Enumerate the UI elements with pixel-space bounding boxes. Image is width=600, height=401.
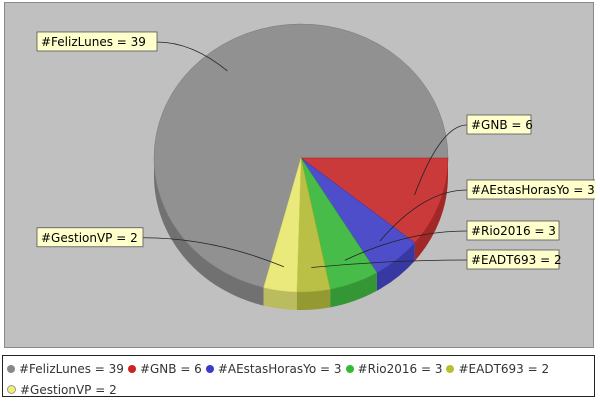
plot-area: #FelizLunes = 39 #GNB = 6 #AEstasHorasYo =… xyxy=(4,2,595,348)
legend-swatch-icon xyxy=(345,365,354,373)
legend-label: #AEstasHorasYo = 3 xyxy=(217,362,342,376)
legend-swatch-icon xyxy=(205,365,214,373)
legend-label: #GNB = 6 xyxy=(139,362,202,376)
pie-side-4 xyxy=(296,289,331,310)
pie-tops xyxy=(153,23,449,293)
leader-line-2 xyxy=(379,189,468,242)
leader-line-1 xyxy=(414,124,468,196)
legend-item-5: #GestionVP = 2 xyxy=(7,380,117,401)
leader-line-5 xyxy=(142,237,284,268)
label-box-3 xyxy=(466,220,560,241)
label-box-0 xyxy=(36,31,158,52)
legend-swatch-icon xyxy=(446,365,455,373)
legend: #FelizLunes = 39 #GNB = 6 #AEstasHorasYo =… xyxy=(2,355,595,397)
pie-side-0 xyxy=(154,158,264,306)
pie-side-5 xyxy=(263,287,297,310)
slice-label-3: #Rio2016 = 3 xyxy=(471,224,556,238)
legend-item-3: #Rio2016 = 3 xyxy=(345,359,443,380)
legend-label: #Rio2016 = 3 xyxy=(357,362,443,376)
leader-line-0 xyxy=(156,41,228,72)
legend-item-0: #FelizLunes = 39 xyxy=(7,359,124,380)
legend-item-4: #EADT693 = 2 xyxy=(446,359,549,380)
legend-item-2: #AEstasHorasYo = 3 xyxy=(205,359,342,380)
legend-label: #FelizLunes = 39 xyxy=(19,362,124,376)
legend-swatch-icon xyxy=(127,365,136,373)
slice-label-4: #EADT693 = 2 xyxy=(471,253,562,267)
pie-side-3 xyxy=(330,272,377,308)
label-box-5 xyxy=(36,227,144,248)
leader-line-3 xyxy=(344,230,468,261)
slice-label-0: #FelizLunes = 39 xyxy=(41,35,146,49)
label-box-4 xyxy=(466,249,560,270)
leader-line-4 xyxy=(311,259,468,268)
pie-slice-5[interactable] xyxy=(263,157,302,293)
legend-label: #GestionVP = 2 xyxy=(20,383,117,397)
pie-side-2 xyxy=(376,242,415,291)
label-box-1 xyxy=(466,114,532,135)
pie-slice-1[interactable] xyxy=(300,157,449,244)
slice-label-5: #GestionVP = 2 xyxy=(41,231,138,245)
legend-swatch-icon xyxy=(7,385,16,394)
legend-swatch-icon xyxy=(7,365,15,373)
pie-labels: #FelizLunes = 39 #GNB = 6 #AEstasHorasYo =… xyxy=(36,31,595,270)
pie-chart: #FelizLunes = 39 #GNB = 6 #AEstasHorasYo =… xyxy=(36,23,595,310)
slice-label-1: #GNB = 6 xyxy=(471,118,533,132)
label-box-2 xyxy=(466,179,595,200)
legend-item-1: #GNB = 6 xyxy=(127,359,202,380)
legend-label: #EADT693 = 2 xyxy=(458,362,550,376)
slice-label-2: #AEstasHorasYo = 3 xyxy=(471,183,595,197)
